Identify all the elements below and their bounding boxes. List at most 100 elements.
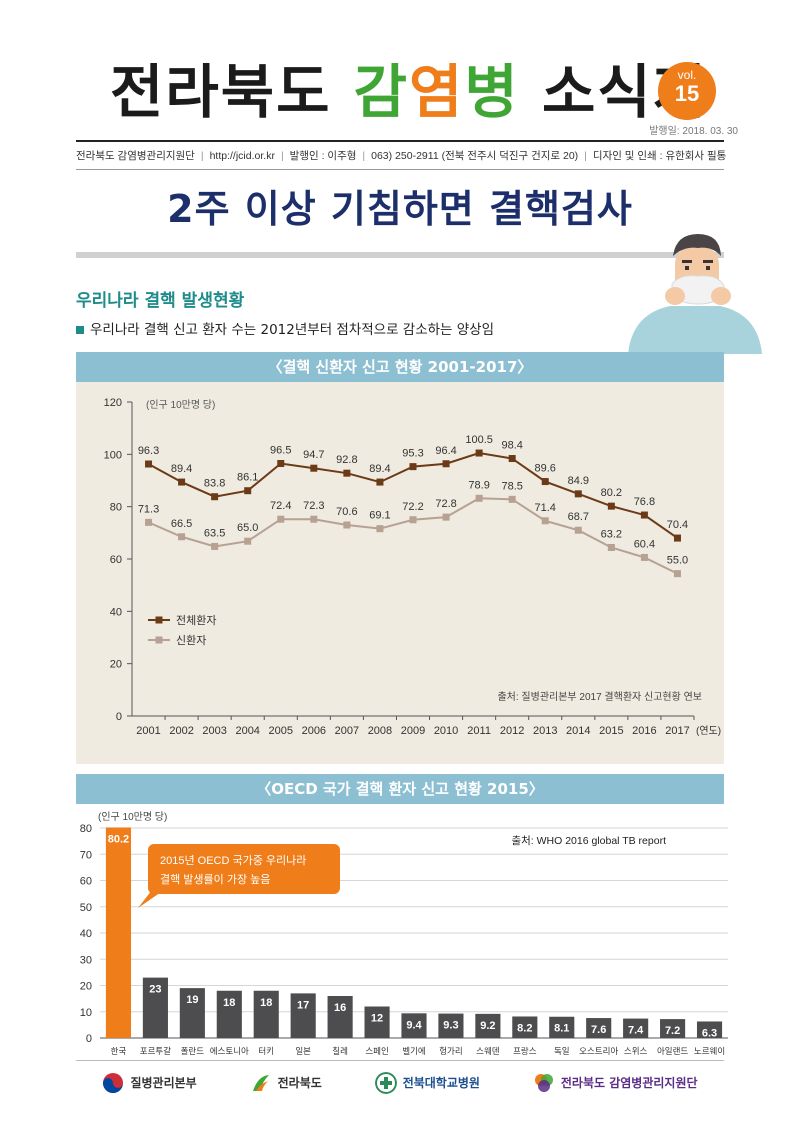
info-separator: | (200, 150, 204, 162)
bar (475, 1013, 501, 1038)
data-label: 80.2 (601, 487, 622, 499)
taegeuk-icon (103, 1072, 124, 1093)
data-label: 70.4 (667, 519, 688, 531)
chart2-header: 〈OECD 국가 결핵 환자 신고 현황 2015〉 (76, 774, 724, 804)
data-label: 94.7 (303, 449, 324, 461)
data-label: 83.8 (204, 478, 225, 490)
data-point (244, 537, 252, 545)
y-tick-label: 10 (80, 1007, 92, 1019)
data-point (310, 515, 318, 523)
tissue-shape (671, 275, 725, 305)
issuer-name: 발행인 : 이주형 (289, 150, 357, 162)
data-point (442, 460, 450, 468)
bar-value-label: 23 (149, 984, 161, 996)
data-point (409, 463, 417, 471)
data-label: 72.2 (402, 501, 423, 513)
bar (290, 993, 316, 1038)
bar-value-label: 12 (371, 1013, 383, 1025)
data-label: 86.1 (237, 472, 258, 484)
data-label: 72.4 (270, 500, 291, 512)
bar (179, 988, 205, 1038)
data-label: 71.4 (535, 502, 556, 514)
y-tick-label: 60 (110, 554, 122, 566)
y-tick-label: 100 (104, 449, 122, 461)
category-label: 포르투갈 (140, 1046, 171, 1056)
y-tick-label: 30 (80, 954, 92, 966)
tb-trend-line-chart: 0 20 40 60 80 100 120 2001 2002 2003 2004 2005 2006 2… (104, 397, 721, 737)
y-tick-label: 80 (110, 502, 122, 514)
cnuh-logo: 전북대학교병원 (374, 1071, 480, 1094)
bar-value-label: 7.4 (628, 1025, 644, 1037)
data-point (442, 513, 450, 521)
data-point (145, 518, 153, 526)
category-label: 스위스 (624, 1046, 648, 1056)
bar (142, 977, 168, 1038)
y-tick-label: 120 (104, 397, 122, 409)
data-point (343, 469, 351, 477)
bar-value-label: 9.4 (406, 1019, 422, 1031)
category-label: 칠레 (332, 1046, 348, 1056)
design-credit: 디자인 및 인쇄 : 유한회사 필통 (592, 150, 727, 162)
y-tick-label: 40 (80, 928, 92, 940)
category-label: 노르웨이 (694, 1046, 725, 1056)
right-hand (711, 287, 731, 305)
category-label: 아일랜드 (657, 1046, 688, 1056)
bar-value-label: 9.2 (480, 1020, 495, 1032)
data-point (541, 478, 549, 486)
hospital-emblem-icon (374, 1071, 397, 1094)
info-separator: | (584, 150, 587, 162)
category-label: 스웨덴 (476, 1046, 500, 1056)
data-point (409, 516, 417, 524)
newsletter-title: 전라북도 감염병 소식지 (110, 52, 708, 132)
callout-box (148, 844, 340, 894)
callout-pointer (138, 890, 164, 908)
bar (623, 1018, 649, 1038)
info-separator: | (280, 150, 284, 162)
data-point (277, 515, 285, 523)
x-tick-label: 2007 (335, 725, 359, 737)
bar (512, 1016, 538, 1038)
data-point (508, 495, 516, 503)
x-tick-label: 2014 (566, 725, 590, 737)
data-label: 96.4 (435, 445, 456, 457)
volume-label: vol. (677, 68, 697, 82)
kcdc-logo-text: 질병관리본부 (130, 1076, 197, 1090)
data-point (574, 490, 582, 498)
callout-text-line-2: 결핵 발생률이 가장 높음 (160, 873, 270, 886)
x-tick-label: 2008 (368, 725, 392, 737)
category-label: 일본 (295, 1046, 311, 1056)
website-link[interactable]: http://jcid.or.kr (209, 150, 275, 162)
right-brow (703, 260, 713, 263)
data-point (145, 460, 153, 468)
bar-value-label: 80.2 (108, 833, 129, 845)
data-label: 89.4 (171, 463, 192, 475)
bar-value-label: 17 (297, 999, 309, 1011)
data-point (376, 525, 384, 533)
data-point (541, 517, 549, 525)
bar-value-label: 9.3 (443, 1020, 458, 1032)
category-label: 헝가리 (439, 1046, 462, 1056)
x-axis-unit: (연도) (696, 725, 721, 737)
section-title: 우리나라 결핵 발생현황 (76, 291, 245, 311)
callout-text-line-1: 2015년 OECD 국가중 우리나라 (160, 854, 306, 867)
category-label: 독일 (554, 1046, 570, 1056)
title-part-4: 병 (464, 58, 520, 126)
data-label: 92.8 (336, 454, 357, 466)
y-tick-label: 60 (80, 876, 92, 888)
data-point (178, 533, 186, 541)
bar (105, 827, 132, 1038)
x-tick-label: 2017 (665, 725, 689, 737)
data-point (508, 455, 516, 463)
category-label: 벨기에 (402, 1046, 425, 1056)
data-point (607, 502, 615, 510)
category-label: 에스토니아 (210, 1046, 249, 1056)
category-label: 한국 (111, 1046, 127, 1056)
headline-divider (76, 252, 724, 258)
x-tick-label: 2015 (599, 725, 623, 737)
data-point (673, 570, 681, 578)
data-label: 65.0 (237, 522, 258, 534)
shirt-shape (628, 306, 762, 354)
left-brow (682, 260, 692, 263)
data-label: 72.8 (435, 498, 456, 510)
chart1-source: 출처: 질병관리본부 2017 결핵환자 신고현황 연보 (497, 691, 702, 703)
